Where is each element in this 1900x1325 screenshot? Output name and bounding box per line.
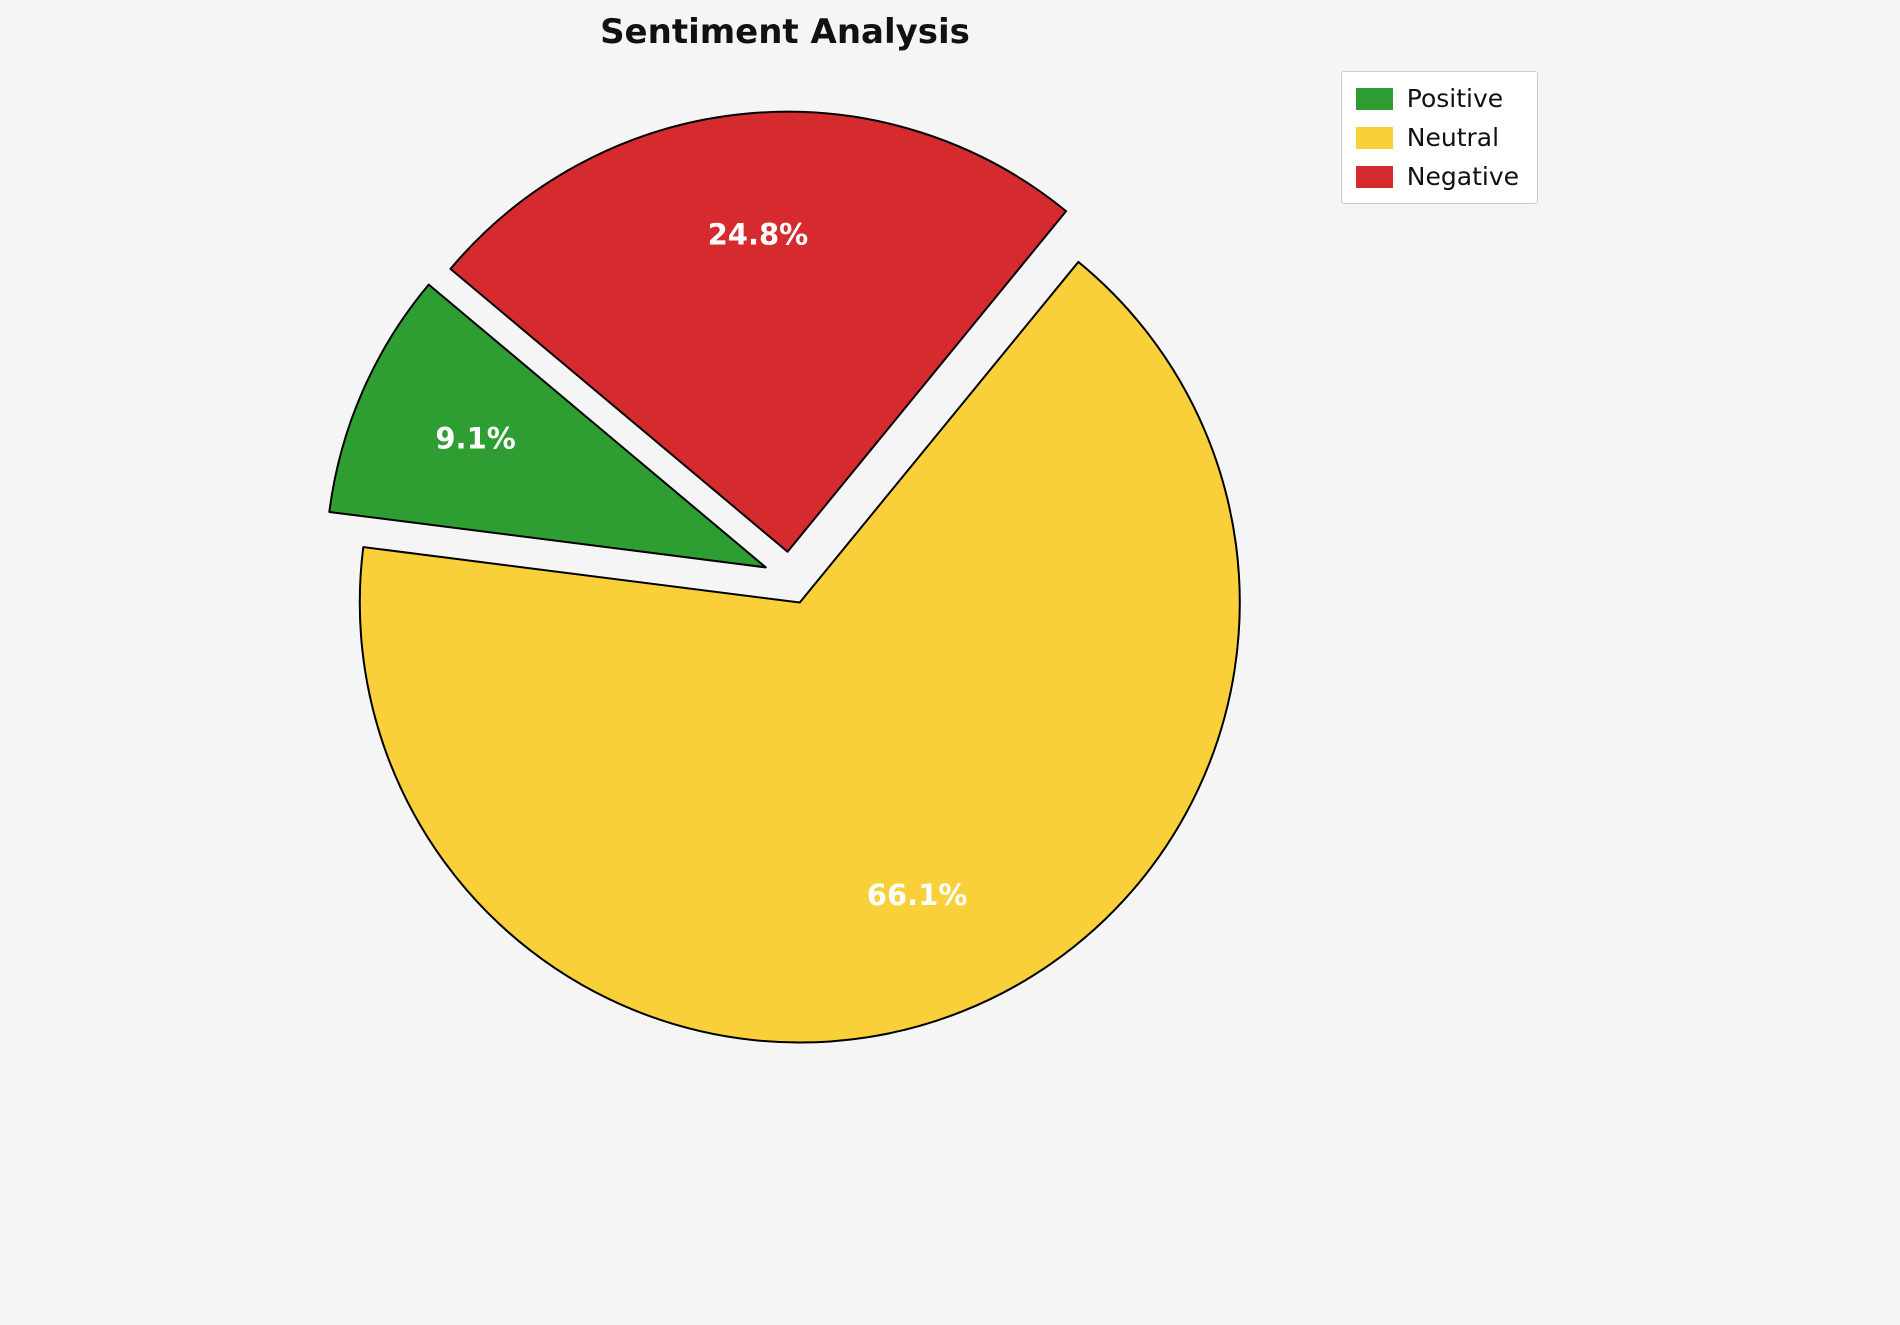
- legend-label-negative: Negative: [1406, 162, 1519, 191]
- legend-label-positive: Positive: [1406, 84, 1504, 113]
- legend: Positive Neutral Negative: [1340, 71, 1538, 204]
- legend-swatch-negative: [1355, 165, 1393, 188]
- pie-slice-label-neutral: 66.1%: [867, 878, 968, 912]
- legend-swatch-positive: [1355, 87, 1393, 110]
- pie-slice-label-negative: 24.8%: [708, 217, 809, 251]
- legend-item-positive: Positive: [1355, 84, 1519, 113]
- pie-slice-neutral: [358, 260, 1241, 1044]
- pie-slice-positive: [328, 283, 767, 569]
- pie-slice-negative: [449, 110, 1068, 553]
- legend-swatch-neutral: [1355, 126, 1393, 149]
- legend-item-negative: Negative: [1355, 162, 1519, 191]
- legend-item-neutral: Neutral: [1355, 123, 1519, 152]
- legend-label-neutral: Neutral: [1406, 123, 1500, 152]
- pie-slice-label-positive: 9.1%: [435, 422, 515, 456]
- chart-title: Sentiment Analysis: [600, 12, 970, 52]
